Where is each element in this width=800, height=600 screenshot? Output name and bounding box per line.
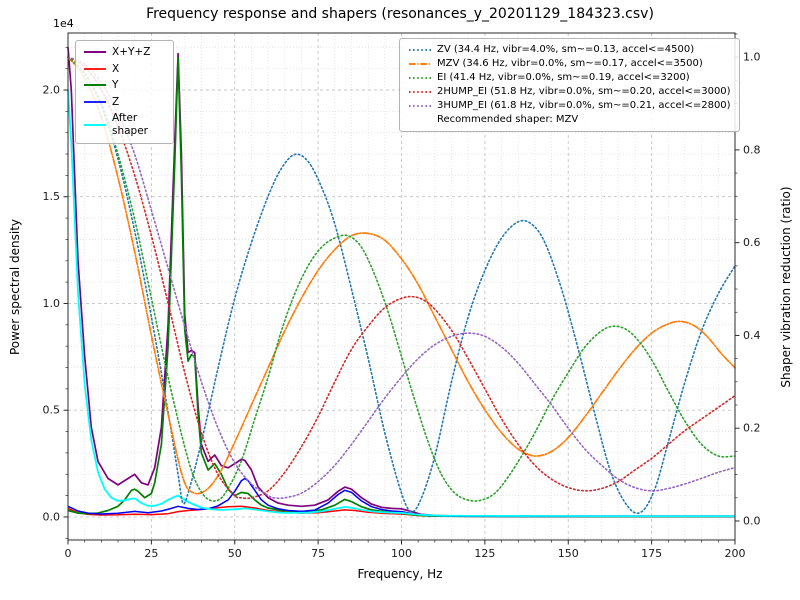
legend-entry-after_shaper: After shaper [83, 112, 164, 137]
legend-line-swatch [409, 63, 431, 65]
legend-label-y: Y [112, 79, 119, 92]
x-tick-label: 25 [144, 547, 158, 560]
series-3hump_ei [67, 56, 736, 500]
legend-entry-x: X [83, 63, 164, 76]
y-left-tick-label: 2.0 [43, 83, 61, 96]
legend-line-swatch [409, 49, 431, 51]
legend-label-after_shaper: After shaper [112, 112, 149, 137]
y-axis-offset-text: 1e4 [53, 17, 74, 30]
legend-entry-xyz: X+Y+Z [83, 46, 164, 59]
x-tick-label: 125 [474, 547, 495, 560]
legend-label-x: X [112, 62, 120, 75]
legend-entry-2hump_ei: 2HUMP_EI (51.8 Hz, vibr=0.0%, sm~=0.20, … [408, 86, 731, 98]
x-tick-label: 100 [391, 547, 412, 560]
y-left-tick-label: 1.0 [43, 297, 61, 310]
x-tick-label: 50 [228, 547, 242, 560]
y-right-tick-label: 0.6 [743, 236, 761, 249]
legend-entry-3hump_ei: 3HUMP_EI (61.8 Hz, vibr=0.0%, sm~=0.21, … [408, 100, 731, 112]
y-left-tick-label: 0.0 [43, 510, 61, 523]
psd-legend: X+Y+Z X Y Z After shaper [75, 40, 174, 144]
legend-label-mzv: MZV (34.6 Hz, vibr=0.0%, sm~=0.17, accel… [437, 58, 703, 69]
legend-line-swatch [409, 105, 431, 107]
y-right-tick-label: 0.2 [743, 422, 761, 435]
legend-note: Recommended shaper: MZV [437, 114, 579, 125]
x-tick-label: 75 [311, 547, 325, 560]
series-mzv [67, 56, 736, 495]
legend-line-swatch [409, 77, 431, 79]
legend-line-swatch [84, 67, 106, 70]
y-right-tick-label: 0.8 [743, 143, 761, 156]
legend-entry-y: Y [83, 79, 164, 92]
legend-line-swatch [84, 51, 106, 54]
legend-label-3hump_ei: 3HUMP_EI (61.8 Hz, vibr=0.0%, sm~=0.21, … [437, 100, 731, 111]
legend-entry-mzv: MZV (34.6 Hz, vibr=0.0%, sm~=0.17, accel… [408, 58, 731, 70]
legend-label-z: Z [112, 95, 120, 108]
legend-label-2hump_ei: 2HUMP_EI (51.8 Hz, vibr=0.0%, sm~=0.20, … [437, 86, 731, 97]
x-axis-label: Frequency, Hz [357, 567, 443, 581]
y-left-tick-label: 1.5 [43, 190, 61, 203]
legend-entry-z: Z [83, 96, 164, 109]
x-tick-label: 175 [641, 547, 662, 560]
legend-label-xyz: X+Y+Z [112, 46, 151, 58]
legend-note-row: Recommended shaper: MZV [408, 114, 731, 126]
legend-line-swatch [84, 101, 106, 103]
series-2hump_ei [67, 56, 736, 500]
y-right-tick-label: 0.4 [743, 329, 761, 342]
legend-label-zv: ZV (34.4 Hz, vibr=4.0%, sm~=0.13, accel<… [437, 44, 695, 55]
series-xyz [67, 47, 735, 517]
chart-title: Frequency response and shapers (resonanc… [146, 6, 654, 22]
series-ei [67, 56, 736, 502]
legend-line-swatch [84, 123, 106, 127]
shapers-legend: ZV (34.4 Hz, vibr=4.0%, sm~=0.13, accel<… [399, 38, 740, 132]
x-tick-label: 200 [725, 547, 746, 560]
legend-entry-zv: ZV (34.4 Hz, vibr=4.0%, sm~=0.13, accel<… [408, 44, 731, 56]
y-left-tick-label: 0.5 [43, 404, 61, 417]
y-right-axis-label: Shaper vibration reduction (ratio) [779, 186, 793, 388]
y-right-tick-label: 1.0 [743, 51, 761, 64]
x-tick-label: 150 [558, 547, 579, 560]
legend-line-swatch [84, 84, 106, 87]
series-z [67, 477, 735, 518]
x-tick-label: 0 [65, 547, 72, 560]
series-zv [67, 56, 736, 515]
legend-line-swatch [409, 91, 431, 93]
y-right-tick-label: 0.0 [743, 514, 761, 527]
legend-label-ei: EI (41.4 Hz, vibr=0.0%, sm~=0.19, accel<… [437, 72, 690, 83]
series-after_shaper [67, 89, 735, 517]
y-left-axis-label: Power spectral density [8, 218, 22, 356]
legend-entry-ei: EI (41.4 Hz, vibr=0.0%, sm~=0.19, accel<… [408, 72, 731, 84]
